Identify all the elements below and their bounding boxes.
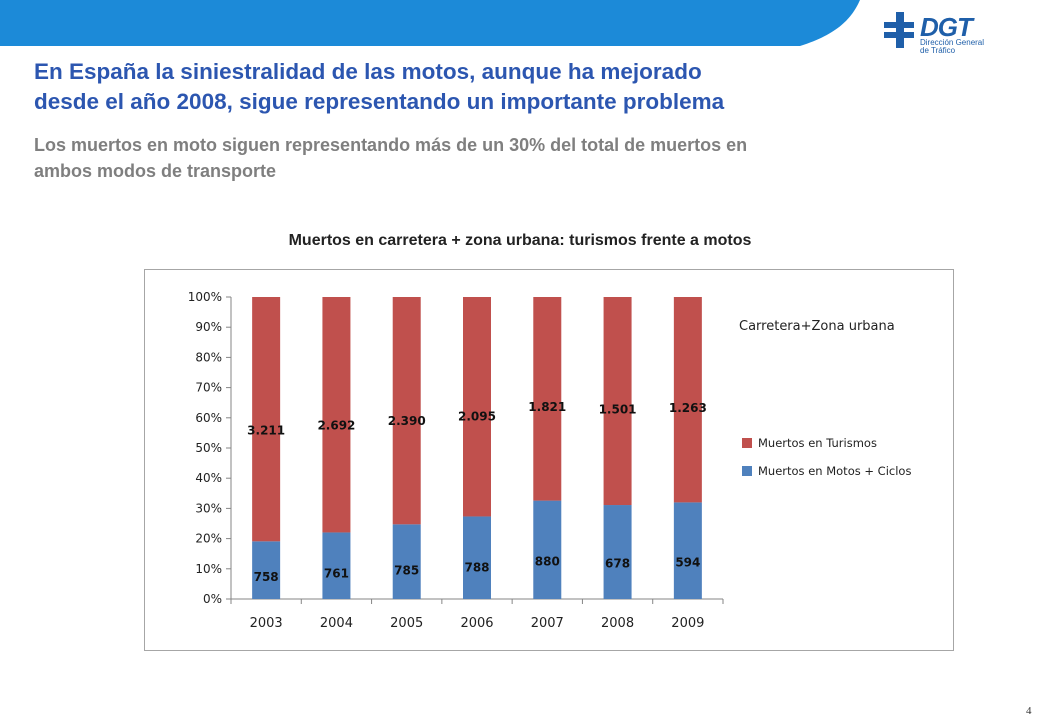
bar-motos: [463, 516, 491, 599]
legend-title: Carretera+Zona urbana: [739, 319, 895, 334]
data-label-motos: 761: [324, 567, 349, 581]
legend-label-motos: Muertos en Motos + Ciclos: [758, 464, 911, 478]
page-subtitle: Los muertos en moto siguen representando…: [34, 132, 994, 184]
data-label-motos: 678: [605, 556, 630, 570]
y-tick-label: 30%: [195, 501, 222, 515]
header-band: [0, 0, 860, 46]
y-tick-label: 80%: [195, 350, 222, 364]
x-tick-label: 2004: [320, 616, 353, 631]
legend-swatch-motos: [742, 466, 752, 476]
y-tick-label: 50%: [195, 441, 222, 455]
bar-motos: [322, 532, 351, 599]
page-title-line2: desde el año 2008, sigue representando u…: [34, 89, 725, 114]
bar-turismos: [392, 297, 421, 525]
data-label-turismos: 1.821: [528, 400, 566, 414]
y-tick-label: 10%: [195, 562, 222, 576]
page-title-line1: En España la siniestralidad de las motos…: [34, 59, 702, 84]
chart-frame: 0% 10% 20% 30% 40% 50% 60% 70% 80% 90% 100% 2003 758…: [144, 269, 954, 651]
y-tick-label: 100%: [188, 290, 222, 304]
bar-turismos: [603, 297, 632, 506]
data-label-turismos: 1.501: [599, 403, 637, 417]
bar-motos: [533, 500, 562, 599]
bar-turismos: [322, 297, 351, 533]
x-tick-label: 2009: [671, 616, 704, 631]
data-label-motos: 758: [254, 570, 279, 584]
data-label-turismos: 2.095: [458, 409, 496, 423]
logo-subtitle-line2: de Tráfico: [920, 46, 956, 55]
x-tick-label: 2008: [601, 616, 634, 631]
page-subtitle-line1: Los muertos en moto siguen representando…: [34, 135, 748, 155]
data-label-motos: 594: [675, 555, 700, 569]
logo-text: DGT: [920, 12, 973, 42]
page-title: En España la siniestralidad de las motos…: [34, 57, 994, 117]
data-label-motos: 788: [464, 561, 489, 575]
bar-motos: [603, 505, 632, 599]
bar-turismos: [463, 297, 491, 517]
bar-turismos: [673, 297, 702, 503]
x-tick-label: 2007: [531, 616, 564, 631]
y-tick-label: 90%: [195, 320, 222, 334]
page-number: 4: [1026, 705, 1032, 717]
stacked-bar-chart: 0% 10% 20% 30% 40% 50% 60% 70% 80% 90% 100% 2003 758…: [188, 290, 912, 631]
bar-motos: [392, 524, 421, 599]
y-tick-label: 70%: [195, 381, 222, 395]
x-tick-label: 2003: [250, 616, 283, 631]
data-label-turismos: 1.263: [669, 401, 707, 415]
data-label-turismos: 2.692: [317, 419, 355, 433]
x-tick-label: 2005: [390, 616, 423, 631]
data-label-turismos: 2.390: [388, 414, 426, 428]
bar-turismos: [533, 297, 562, 501]
y-tick-label: 40%: [195, 471, 222, 485]
y-tick-label: 0%: [203, 592, 222, 606]
x-tick-label: 2006: [460, 616, 493, 631]
data-label-turismos: 3.211: [247, 424, 285, 438]
legend-swatch-turismos: [742, 438, 752, 448]
page-subtitle-line2: ambos modos de transporte: [34, 161, 277, 181]
chart-heading: Muertos en carretera + zona urbana: turi…: [288, 232, 752, 249]
bar-turismos: [252, 297, 281, 542]
dgt-logo-icon: [884, 12, 914, 48]
bar-motos: [252, 541, 281, 599]
legend-label-turismos: Muertos en Turismos: [758, 436, 877, 450]
y-tick-label: 60%: [195, 411, 222, 425]
logo-subtitle: Dirección General de Tráfico: [920, 39, 1000, 55]
logo-subtitle-line1: Dirección General: [920, 38, 985, 47]
data-label-motos: 880: [535, 555, 560, 569]
bar-motos: [673, 502, 702, 599]
data-label-motos: 785: [394, 564, 419, 578]
y-tick-label: 20%: [195, 532, 222, 546]
